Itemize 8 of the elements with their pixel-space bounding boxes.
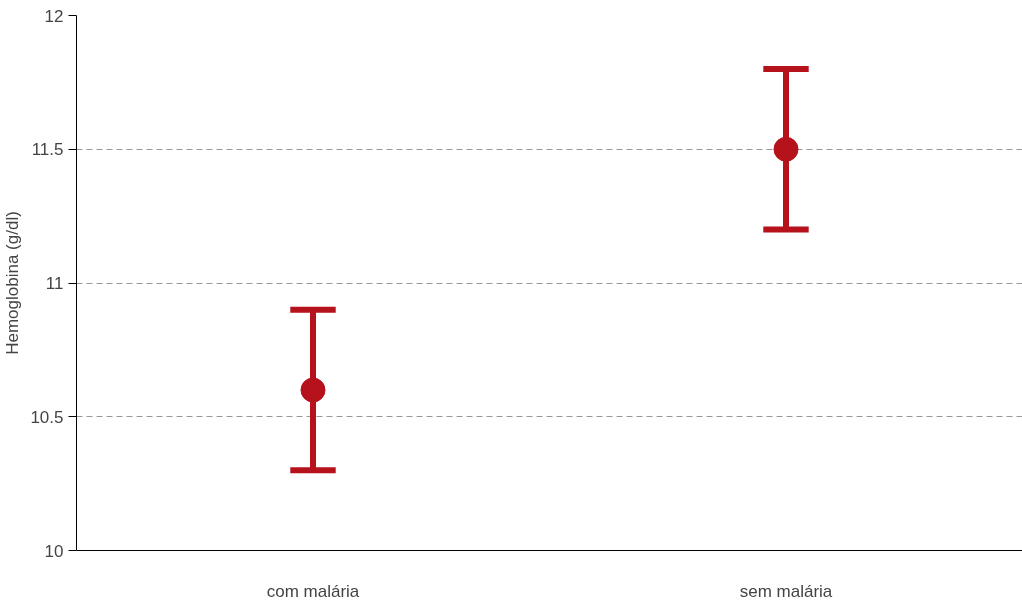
y-axis-title: Hemoglobina (g/dl) [3,211,23,355]
y-tick-label: 10.5 [30,407,64,427]
y-tick-label: 11.5 [31,140,64,160]
y-tick-label: 11 [45,274,64,293]
x-tick-label: sem malária [739,581,833,601]
x-tick-label: com malária [266,581,360,601]
y-tick-label: 12 [44,6,64,26]
y-tick-label: 10 [44,541,64,561]
